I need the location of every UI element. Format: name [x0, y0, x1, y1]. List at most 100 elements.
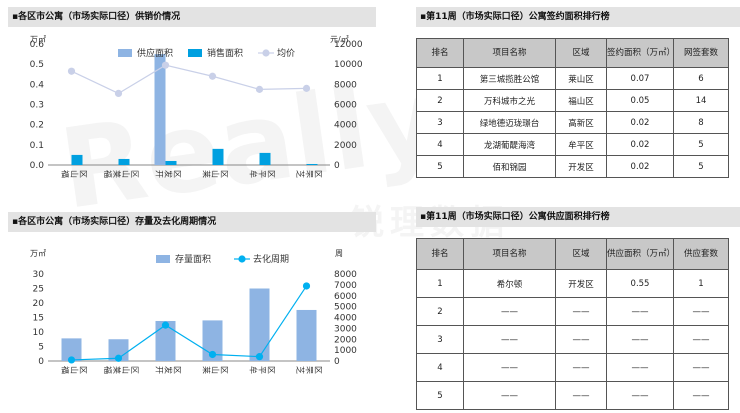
table-cell: ——: [606, 353, 674, 382]
table-cell: ——: [673, 325, 729, 354]
y-left-tick-label: 0.1: [30, 141, 44, 151]
y-right-tick-label: 6000: [334, 292, 357, 302]
point-均价-芝罘区: [302, 84, 311, 92]
bar-存量面积-芝罘区: [296, 309, 317, 361]
x-tick-label: 福: [103, 170, 112, 178]
y-left-tick-label: 10: [33, 328, 45, 338]
y-right-tick-label: 8000: [334, 80, 357, 90]
supply-sales-chart-title: ▪各区市公寓（市场实际口径）供销价情况: [8, 7, 376, 27]
x-tick-label: 平: [258, 366, 267, 374]
table-cell: 1: [416, 67, 464, 90]
point-均价-福山区: [67, 67, 76, 75]
x-tick-label: 山: [211, 366, 221, 374]
y-right-tick-label: 0: [334, 357, 340, 367]
legend-label: 存量面积: [175, 253, 211, 265]
table-cell: 0.02: [606, 155, 674, 178]
x-tick-label: 山: [70, 170, 80, 178]
table-cell: 5: [416, 381, 464, 410]
table-cell: ——: [555, 297, 607, 326]
table-row: 5 佰和锦园 开发区 0.02 5: [416, 155, 729, 178]
table-cell: 福山区: [555, 89, 607, 112]
stock-cycle-chart-title: ▪各区市公寓（市场实际口径）存量及去化周期情况: [8, 212, 376, 232]
x-tick-label: 芝: [296, 366, 306, 374]
point-去化周期-牟平区: [255, 353, 264, 361]
table-row: 4 —— —— —— ——: [416, 353, 729, 382]
point-均价-福莱山区: [114, 89, 123, 98]
table-cell: 1: [416, 269, 464, 298]
legend-label: 均价: [277, 47, 295, 59]
table-cell: ——: [673, 381, 729, 410]
header-cell: 供应套数: [673, 238, 729, 270]
table-cell: 高新区: [555, 111, 607, 134]
table-cell: 佰和锦园: [463, 155, 556, 178]
signing-ranking-title: ▪第11周（市场实际口径）公寓签约面积排行榜: [416, 7, 740, 27]
legend-swatch-dot: [262, 49, 270, 57]
table-cell: ——: [606, 381, 674, 410]
table-cell: 5: [673, 155, 729, 178]
table-cell: 0.07: [606, 67, 674, 90]
point-去化周期-福山区: [67, 356, 76, 364]
x-tick-label: 平: [258, 170, 267, 178]
x-tick-label: 区: [79, 170, 88, 178]
table-cell: 0.05: [606, 89, 674, 112]
y-right-unit: 周: [335, 249, 343, 258]
header-cell: 区域: [555, 238, 607, 270]
y-right-tick-label: 1000: [334, 346, 357, 356]
y-right-tick-label: 0: [334, 161, 340, 171]
table-cell: 牟平区: [555, 133, 607, 156]
table-cell: 6: [673, 67, 729, 90]
point-均价-莱山区: [208, 72, 217, 80]
table-cell: ——: [463, 353, 556, 382]
x-tick-label: 福: [103, 366, 112, 374]
y-right-tick-label: 2000: [334, 335, 357, 345]
table-row: 3 —— —— —— ——: [416, 325, 729, 354]
y-left-tick-label: 15: [33, 314, 44, 324]
table-cell: 5: [416, 155, 464, 178]
bar-存量面积-牟平区: [249, 288, 270, 361]
legend-label: 销售面积: [207, 47, 243, 59]
table-cell: 2: [416, 297, 464, 326]
table-row: 3 绿地德迈珑璟台 高新区 0.02 8: [416, 111, 729, 134]
x-tick-label: 区: [173, 366, 182, 374]
table-row: 1 希尔顿 开发区 0.55 1: [416, 269, 729, 298]
y-right-tick-label: 3000: [334, 324, 357, 334]
y-right-tick-label: 2000: [334, 141, 357, 151]
table-cell: 14: [673, 89, 729, 112]
legend-swatch: [118, 49, 132, 57]
header-cell: 区域: [555, 38, 607, 68]
x-tick-label: 开: [155, 170, 164, 178]
y-right-tick-label: 6000: [334, 101, 357, 111]
y-right-tick-label: 4000: [334, 121, 357, 131]
y-left-tick-label: 0.6: [30, 40, 45, 50]
table-cell: ——: [463, 325, 556, 354]
table-cell: 莱山区: [555, 67, 607, 90]
table-row: 5 —— —— —— ——: [416, 381, 729, 410]
table-cell: 8: [673, 111, 729, 134]
table-cell: 5: [673, 133, 729, 156]
header-cell: 项目名称: [463, 238, 556, 270]
legend-item: 销售面积: [188, 47, 243, 59]
y-left-tick-label: 5: [38, 343, 44, 353]
x-tick-label: 罘: [305, 366, 314, 374]
x-tick-label: 山: [121, 366, 131, 374]
legend-item: 存量面积: [156, 253, 211, 265]
x-tick-label: 山: [70, 366, 80, 374]
y-left-tick-label: 0.2: [30, 121, 44, 131]
x-tick-label: 福: [61, 170, 70, 178]
y-right-tick-label: 7000: [334, 281, 357, 291]
point-去化周期-莱山区: [208, 350, 217, 359]
table-row: 2 万科城市之光 福山区 0.05 14: [416, 89, 729, 112]
y-right-tick-label: 12000: [334, 40, 363, 50]
y-left-tick-label: 0: [38, 357, 44, 367]
x-tick-label: 区: [267, 170, 276, 178]
table-row: 1 第三城揽胜公馆 莱山区 0.07 6: [416, 67, 729, 90]
bar-销售面积-芝罘区: [306, 163, 318, 165]
x-tick-label: 山: [121, 170, 131, 178]
stock-cycle-chart: 0510152025300100020003000400050006000700…: [30, 249, 357, 374]
header-cell: 排名: [416, 238, 464, 270]
x-tick-label: 福: [61, 366, 70, 374]
x-tick-label: 开: [155, 366, 164, 374]
x-tick-label: 山: [211, 170, 221, 178]
table-cell: ——: [463, 381, 556, 410]
point-均价-牟平区: [255, 85, 264, 93]
